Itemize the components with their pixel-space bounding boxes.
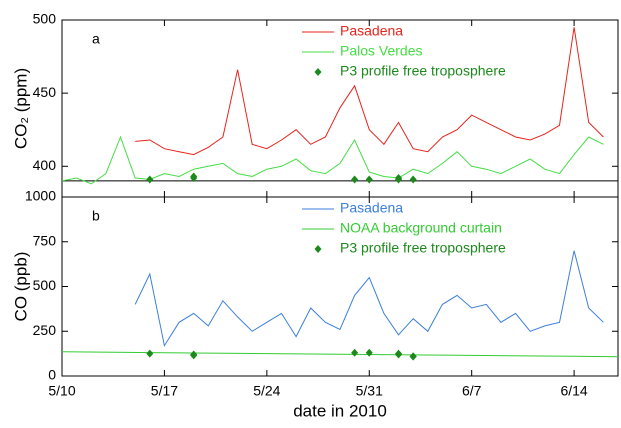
y-tick-label: 500 xyxy=(33,277,57,293)
data-point xyxy=(190,351,198,360)
legend-label: NOAA background curtain xyxy=(340,220,502,236)
legend-label: Pasadena xyxy=(340,23,403,39)
legend-label: P3 profile free troposphere xyxy=(340,240,506,256)
data-point xyxy=(365,175,373,184)
y-tick-label: 450 xyxy=(33,84,57,100)
legend-label: Palos Verdes xyxy=(340,43,423,59)
x-tick-label: 6/7 xyxy=(462,383,482,399)
data-point xyxy=(395,175,403,184)
panel-label: a xyxy=(92,31,100,47)
data-line xyxy=(61,135,604,185)
data-point xyxy=(351,348,359,357)
y-axis-label: CO (ppb) xyxy=(11,252,30,322)
x-tick-label: 5/24 xyxy=(253,383,280,399)
data-line xyxy=(135,27,604,156)
data-point xyxy=(409,352,417,361)
data-point xyxy=(409,175,417,184)
y-tick-label: 500 xyxy=(33,11,57,27)
data-point xyxy=(146,349,154,358)
legend-swatch xyxy=(314,68,322,76)
x-axis-label: date in 2010 xyxy=(293,401,387,420)
legend-label: P3 profile free troposphere xyxy=(340,63,506,79)
y-axis-label: CO₂ (ppm) xyxy=(11,68,30,149)
legend-swatch xyxy=(314,245,322,253)
data-point xyxy=(146,175,154,184)
y-tick-label: 1000 xyxy=(25,188,56,204)
y-tick-label: 750 xyxy=(33,232,57,248)
panel-label: b xyxy=(92,208,100,224)
data-line xyxy=(61,351,619,358)
y-tick-label: 400 xyxy=(33,157,57,173)
legend-label: Pasadena xyxy=(340,200,403,216)
y-tick-label: 0 xyxy=(48,367,56,383)
x-tick-label: 5/17 xyxy=(151,383,178,399)
data-line xyxy=(134,250,604,347)
data-point xyxy=(190,172,198,181)
data-point xyxy=(365,348,373,357)
data-point xyxy=(351,175,359,184)
y-tick-label: 250 xyxy=(33,322,57,338)
data-point xyxy=(395,350,403,359)
x-tick-label: 5/10 xyxy=(48,383,75,399)
x-tick-label: 5/31 xyxy=(356,383,383,399)
x-tick-label: 6/14 xyxy=(560,383,587,399)
